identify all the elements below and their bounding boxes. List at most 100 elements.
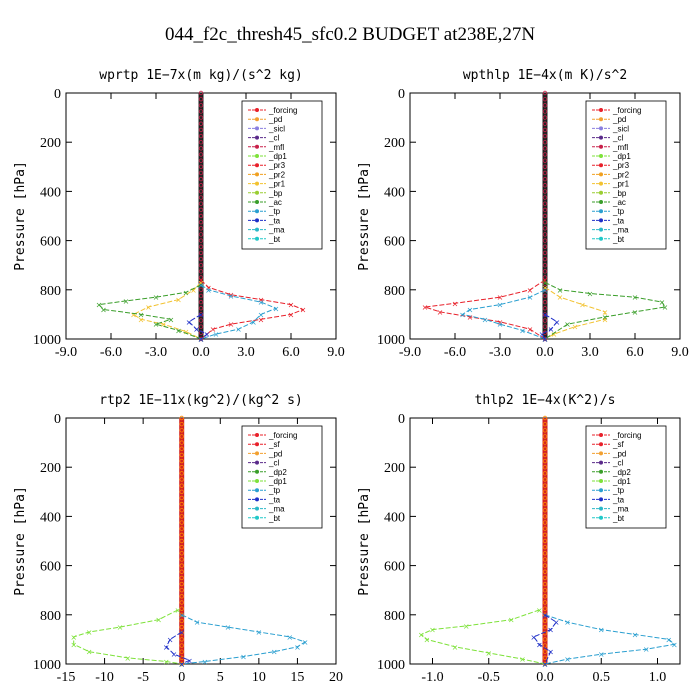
zero-band-marker (542, 306, 548, 311)
zero-band-marker (179, 440, 184, 445)
series-point-marker: × (497, 301, 504, 310)
series-point-marker: × (86, 628, 93, 637)
zero-band-marker (179, 569, 184, 574)
zero-band-marker (198, 115, 204, 120)
zero-band-marker (198, 121, 204, 126)
series-point-marker: × (542, 660, 549, 669)
series-point-marker: × (178, 628, 185, 637)
zero-band-marker (179, 483, 184, 488)
zero-band-marker (198, 312, 204, 317)
legend-entry: _mfl (612, 143, 628, 152)
series-point-marker: × (198, 278, 205, 287)
series-point-marker: × (228, 292, 235, 301)
y-tick-label: 800 (40, 609, 61, 624)
zero-band-marker (179, 434, 184, 439)
series-point-marker: × (659, 298, 666, 307)
zero-band-marker (198, 176, 204, 182)
series-point-marker: × (467, 313, 474, 322)
legend-marker (599, 126, 603, 131)
series-point-marker: × (86, 648, 93, 657)
zero-band-marker (542, 250, 548, 256)
series-point-marker: × (228, 320, 235, 329)
zero-band-marker (198, 238, 204, 243)
series-line-ac (97, 284, 202, 340)
zero-band-marker (542, 109, 548, 114)
legend-entry: _dp1 (612, 477, 631, 486)
legend-marker (255, 135, 259, 140)
series-point-marker: × (138, 310, 145, 319)
zero-band-marker (179, 495, 184, 501)
zero-band-marker (198, 219, 204, 225)
legend-entry: _sicl (268, 124, 285, 133)
zero-band-marker (542, 495, 548, 501)
legend-entry: _dp2 (268, 468, 287, 477)
zero-band-marker (542, 440, 548, 445)
zero-band-marker (179, 612, 184, 617)
legend-entry: _bt (268, 235, 281, 244)
zero-band-marker (542, 526, 548, 531)
zero-band-marker (198, 293, 204, 299)
legend-marker (599, 209, 603, 214)
plot-frame (65, 417, 337, 665)
series-point-marker: × (225, 623, 232, 632)
zero-band-marker (542, 176, 548, 182)
zero-band-marker (542, 581, 548, 587)
y-tick-label: 400 (384, 185, 405, 200)
legend-entry: _ac (612, 198, 626, 207)
zero-band-marker (542, 207, 548, 213)
legend-marker (599, 236, 603, 241)
series-point-marker: × (178, 611, 185, 620)
zero-band-marker (179, 618, 184, 624)
zero-band-marker (542, 139, 548, 145)
series-point-marker: × (542, 335, 549, 344)
legend-entry: _cl (268, 459, 279, 468)
series-point-marker: × (198, 335, 205, 344)
series-point-marker: × (198, 310, 205, 319)
series-point-marker: × (258, 310, 265, 319)
series-point-marker: × (579, 301, 586, 310)
zero-band-marker (542, 219, 548, 225)
zero-band-marker (542, 287, 548, 292)
legend-marker (255, 442, 259, 447)
x-tick-label: 0.0 (192, 345, 210, 360)
zero-band-marker (542, 158, 548, 163)
series-point-marker: × (542, 660, 549, 669)
series-point-marker: × (130, 310, 137, 319)
series-point-marker: × (300, 305, 307, 314)
zero-band-marker (542, 324, 548, 329)
zero-band-marker (198, 250, 204, 256)
zero-band-marker (198, 189, 204, 194)
series-point-marker: × (602, 313, 609, 322)
zero-band-marker (542, 133, 548, 139)
zero-band-marker (542, 544, 548, 550)
legend-entry: _dp1 (268, 152, 287, 161)
x-tick-label: -0.5 (478, 670, 500, 685)
zero-band-marker (542, 538, 548, 544)
zero-band-marker (542, 127, 548, 133)
series-point-marker: × (198, 281, 205, 290)
panel-2: wpthlp 1E−4x(m K)/s^2 Pressure [hPa] -9.0 -… (357, 68, 689, 360)
legend-entry: _sicl (612, 124, 629, 133)
series-point-marker: × (163, 643, 170, 652)
legend-marker (255, 117, 259, 122)
zero-band-marker (179, 588, 184, 593)
y-axis-label: Pressure [hPa] (357, 161, 372, 271)
zero-band-marker (542, 318, 548, 323)
series-point-marker: × (632, 293, 639, 302)
x-tick-label: 6.0 (626, 345, 644, 360)
series-point-marker: × (662, 303, 669, 312)
series-point-marker: × (194, 618, 201, 627)
series-point-marker: × (527, 293, 534, 302)
y-tick-label: 400 (40, 510, 61, 525)
series-line-ac (544, 281, 666, 340)
zero-band-marker (542, 164, 548, 169)
y-tick-label: 600 (384, 560, 405, 575)
series-point-marker: × (288, 301, 295, 310)
y-tick-label: 600 (40, 560, 61, 575)
panel-1: wprtp 1E−7x(m kg)/(s^2 kg) Pressure [hPa]… (13, 68, 345, 360)
zero-band-marker (542, 183, 548, 188)
legend-entry: _pr1 (612, 180, 630, 189)
zero-band-marker (179, 465, 184, 470)
legend-marker (255, 451, 259, 456)
series-point-marker: × (213, 330, 220, 339)
